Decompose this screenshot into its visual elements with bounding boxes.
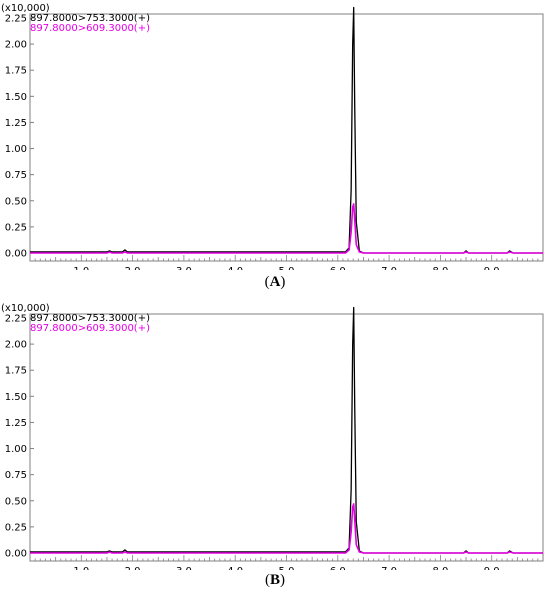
x-tick-label: 9.0	[484, 566, 500, 570]
x-tick-label: 5.0	[279, 266, 295, 270]
y-tick-label: 1.25	[5, 118, 27, 129]
x-tick-label: 4.0	[227, 566, 243, 570]
y-tick-label: 0.50	[5, 496, 27, 507]
x-tick-label: 1.0	[73, 266, 89, 270]
x-tick-label: 2.0	[125, 566, 141, 570]
x-tick-label: 9.0	[484, 266, 500, 270]
panel-b-label: B	[269, 572, 280, 588]
plot-frame	[29, 13, 544, 262]
series-line-1	[30, 306, 543, 554]
y-tick-label: 0.75	[5, 170, 27, 181]
y-tick-label: 2.00	[5, 40, 27, 51]
x-tick-label: 6.0	[330, 266, 346, 270]
y-tick-label: 0.25	[5, 522, 27, 533]
x-tick-label: 2.0	[125, 266, 141, 270]
y-tick-label: 2.25	[5, 14, 27, 25]
legend-entry-1: 897.8000>753.3000(+)	[30, 313, 150, 324]
chromatogram-panel-b: (x10,000) 0.00 0.25 0.50 0.75 1.00 1.25 1.50 1.7…	[0, 300, 550, 597]
y-tick-label: 0.50	[5, 196, 27, 207]
panel-b-caption: (B)	[264, 572, 285, 588]
y-tick-label: 1.00	[5, 144, 27, 155]
legend-entry-1: 897.8000>753.3000(+)	[30, 13, 150, 24]
y-multiplier-label: (x10,000)	[1, 303, 50, 314]
legend-entry-2: 897.8000>609.3000(+)	[30, 323, 150, 334]
x-tick-label: 7.0	[381, 266, 397, 270]
x-tick-label: 8.0	[432, 566, 448, 570]
chromatogram-b-plot: (x10,000) 0.00 0.25 0.50 0.75 1.00 1.25 1.50 1.7…	[1, 303, 544, 570]
x-tick-label: 3.0	[176, 566, 192, 570]
chromatogram-a-plot: (x10,000) 0.00 0.25 0.50 0.75 1.00 1.25 1.50 1.7…	[1, 3, 544, 270]
series-line-1	[30, 6, 543, 254]
y-multiplier-label: (x10,000)	[1, 3, 50, 14]
x-tick-label: 8.0	[432, 266, 448, 270]
series-line-2	[30, 503, 543, 554]
y-tick-label: 1.00	[5, 444, 27, 455]
series-line-2	[30, 203, 543, 254]
x-tick-label: 6.0	[330, 566, 346, 570]
y-tick-label: 0.00	[5, 549, 27, 560]
plot-frame	[29, 313, 544, 562]
x-tick-label: 7.0	[381, 566, 397, 570]
x-tick-label: 1.0	[73, 566, 89, 570]
y-tick-label: 2.25	[5, 314, 27, 325]
panel-a-label: A	[269, 274, 281, 290]
y-tick-label: 2.00	[5, 340, 27, 351]
y-tick-label: 1.25	[5, 418, 27, 429]
chromatogram-panel-a: (x10,000) 0.00 0.25 0.50 0.75 1.00 1.25 1.50 1.7…	[0, 0, 550, 297]
y-tick-label: 1.50	[5, 392, 27, 403]
y-tick-label: 1.75	[5, 66, 27, 77]
panel-a-caption: (A)	[264, 274, 286, 290]
x-tick-label: 3.0	[176, 266, 192, 270]
legend-entry-2: 897.8000>609.3000(+)	[30, 23, 150, 34]
y-tick-label: 0.25	[5, 222, 27, 233]
y-tick-label: 1.50	[5, 92, 27, 103]
x-tick-label: 4.0	[227, 266, 243, 270]
x-tick-label: 5.0	[279, 566, 295, 570]
y-tick-label: 0.00	[5, 249, 27, 260]
y-tick-label: 1.75	[5, 366, 27, 377]
y-tick-label: 0.75	[5, 470, 27, 481]
